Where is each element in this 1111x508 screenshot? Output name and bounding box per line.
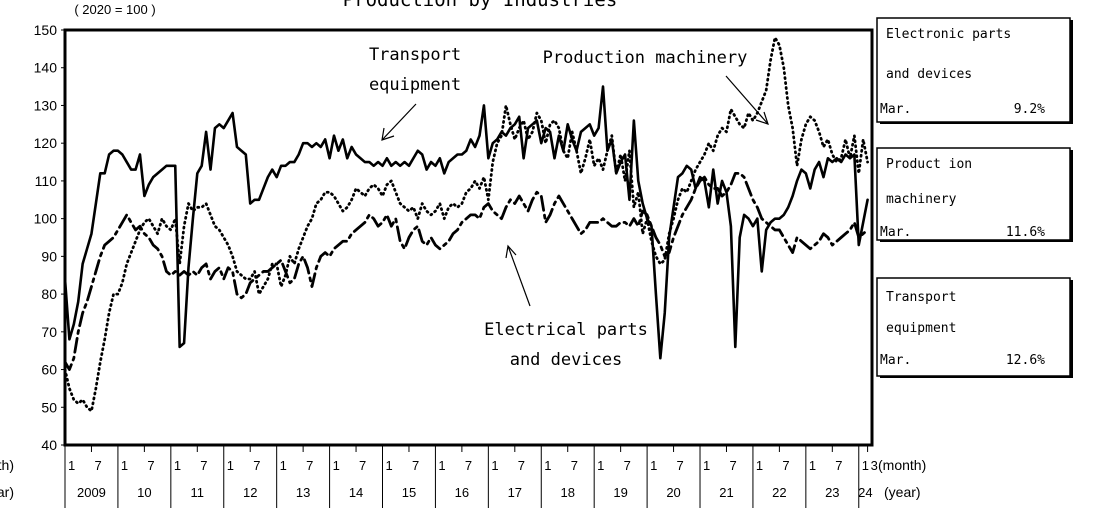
- y-tick-label: 150: [34, 22, 58, 38]
- series-line: [63, 36, 869, 413]
- year-label: 18: [560, 485, 574, 500]
- y-tick-label: 110: [35, 173, 58, 189]
- series-annotation: Production machinery: [543, 48, 748, 68]
- x-tick-label: 1: [333, 458, 340, 473]
- x-tick-label: 7: [518, 458, 525, 473]
- chart-title: Production by Industries: [343, 0, 618, 11]
- info-box-title: equipment: [886, 321, 956, 336]
- x-tick-label: 7: [94, 458, 101, 473]
- year-label: 13: [296, 485, 310, 500]
- info-box-title: and devices: [886, 67, 972, 82]
- x-tick-label: 1: [703, 458, 710, 473]
- y-tick-label: 120: [34, 135, 58, 151]
- info-box-month: Mar.: [880, 102, 911, 117]
- month-label-left: (month): [0, 457, 14, 473]
- x-tick-label: 7: [359, 458, 366, 473]
- year-label: 21: [719, 485, 733, 500]
- annotation-arrows: [381, 75, 769, 307]
- x-tick-label: 1: [227, 458, 234, 473]
- info-box-title: Electronic parts: [886, 27, 1011, 42]
- info-box-change: 12.6%: [1006, 353, 1045, 368]
- x-tick-label: 1: [121, 458, 128, 473]
- year-label: 19: [613, 485, 627, 500]
- year-label-left: (year): [0, 484, 14, 500]
- x-tick-label: 1: [756, 458, 763, 473]
- year-label: 12: [243, 485, 257, 500]
- month-label: (month): [878, 457, 926, 473]
- y-tick-label: 130: [34, 97, 58, 113]
- year-label: (year): [884, 484, 921, 500]
- x-tick-label: 7: [147, 458, 154, 473]
- y-tick-label: 80: [41, 286, 57, 302]
- year-label: 10: [137, 485, 151, 500]
- x-tick-label: 1: [68, 458, 75, 473]
- x-tick-label: 1: [491, 458, 498, 473]
- x-tick-label: 7: [835, 458, 842, 473]
- info-box-title: Transport: [886, 290, 956, 305]
- y-tick-label: 70: [41, 324, 57, 340]
- series-annotation: and devices: [510, 350, 623, 370]
- x-tick-label: 7: [465, 458, 472, 473]
- series-annotation: Electrical parts: [484, 320, 648, 340]
- info-box-change: 11.6%: [1006, 225, 1045, 240]
- x-tick-label: 3: [871, 458, 878, 473]
- y-tick-label: 40: [41, 437, 57, 453]
- year-label: 2009: [77, 485, 106, 500]
- x-tick-label: 1: [597, 458, 604, 473]
- info-box: [876, 147, 1071, 241]
- y-tick-label: 140: [34, 60, 58, 76]
- x-tick-label: 7: [253, 458, 260, 473]
- info-box: [876, 17, 1071, 123]
- year-label: 23: [825, 485, 839, 500]
- year-label: 11: [191, 485, 205, 500]
- year-label: 22: [772, 485, 786, 500]
- year-label: 16: [455, 485, 469, 500]
- x-tick-label: 7: [306, 458, 313, 473]
- series-line: [63, 171, 869, 371]
- plot-frame: [63, 28, 874, 447]
- x-tick-label: 7: [571, 458, 578, 473]
- x-tick-label: 1: [280, 458, 287, 473]
- year-label: 24: [858, 485, 872, 500]
- x-tick-label: 7: [677, 458, 684, 473]
- y-tick-label: 90: [41, 248, 57, 264]
- x-tick-label: 7: [412, 458, 419, 473]
- year-label: 20: [666, 485, 680, 500]
- x-tick-label: 1: [809, 458, 816, 473]
- year-label: 15: [402, 485, 416, 500]
- x-tick-label: 7: [782, 458, 789, 473]
- series-line: [63, 85, 869, 360]
- x-tick-label: 1: [174, 458, 181, 473]
- series-annotation: equipment: [369, 75, 461, 95]
- y-tick-label: 50: [41, 399, 57, 415]
- x-tick-label: 1: [386, 458, 393, 473]
- y-tick-label: 100: [34, 211, 58, 227]
- series-annotation: Transport: [369, 45, 461, 65]
- year-label: 17: [508, 485, 522, 500]
- info-box: [876, 277, 1071, 377]
- x-tick-label: 1: [650, 458, 657, 473]
- x-tick-label: 7: [200, 458, 207, 473]
- info-box-month: Mar.: [880, 225, 911, 240]
- x-tick-label: 7: [729, 458, 736, 473]
- y-tick-label: 60: [41, 362, 57, 378]
- info-box-title: machinery: [886, 192, 957, 207]
- x-tick-label: 1: [438, 458, 445, 473]
- x-tick-label: 1: [544, 458, 551, 473]
- unit-label: ( 2020 = 100 ): [74, 2, 155, 17]
- info-box-change: 9.2%: [1014, 102, 1045, 117]
- x-tick-label: 1: [862, 458, 869, 473]
- info-box-month: Mar.: [880, 353, 911, 368]
- info-box-title: Product ion: [886, 157, 972, 172]
- year-label: 14: [349, 485, 363, 500]
- x-tick-label: 7: [624, 458, 631, 473]
